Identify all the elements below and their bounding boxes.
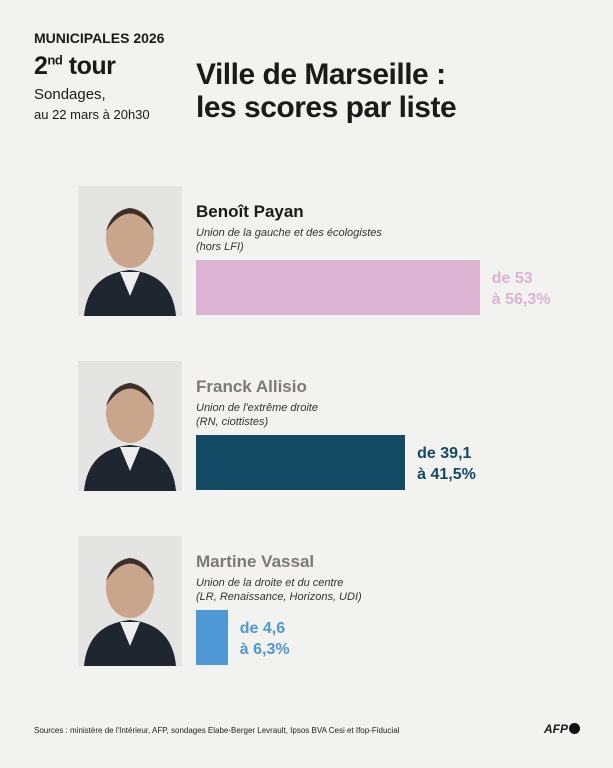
affiliation: Union de l'extrême droite — [196, 402, 318, 414]
value-label: à 56,3% — [491, 291, 551, 308]
sources: Sources : ministère de l'Intérieur, AFP,… — [34, 726, 400, 735]
round-number: 2 — [34, 52, 48, 80]
name: Benoît Payan — [196, 202, 304, 221]
round: 2nd tour — [34, 52, 116, 81]
title-line: Ville de Marseille : — [196, 58, 446, 91]
name: Martine Vassal — [196, 552, 315, 571]
name: Franck Allisio — [196, 377, 307, 396]
logo-dot — [569, 723, 580, 734]
photo — [78, 536, 182, 666]
affiliation: Union de la gauche et des écologistes — [196, 227, 382, 239]
kicker: MUNICIPALES 2026 — [34, 30, 164, 46]
portrait — [84, 558, 176, 666]
round-word: tour — [68, 52, 116, 80]
subtitle: Sondages, — [34, 86, 106, 103]
value-label: à 41,5% — [417, 466, 476, 483]
affiliation: (RN, ciottistes) — [196, 416, 269, 428]
bar — [196, 610, 228, 665]
logo: AFP — [544, 722, 580, 736]
value-label: à 6,3% — [239, 641, 290, 658]
affiliation: (hors LFI) — [196, 241, 244, 253]
value-label: de 39,1 — [417, 445, 472, 462]
title-line: les scores par liste — [196, 91, 457, 124]
photo — [78, 186, 182, 316]
round-sup: nd — [47, 52, 63, 68]
portrait — [84, 383, 176, 491]
date: au 22 mars à 20h30 — [34, 107, 150, 122]
year: 2026 — [133, 30, 165, 46]
photo — [78, 361, 182, 491]
portrait — [84, 208, 176, 316]
kicker-text: MUNICIPALES — [34, 30, 130, 46]
affiliation: Union de la droite et du centre — [196, 577, 344, 589]
title: Ville de Marseille : les scores par liste — [196, 58, 457, 124]
value-label: de 53 — [491, 270, 533, 287]
logo-text: AFP — [544, 722, 568, 736]
affiliation: (LR, Renaissance, Horizons, UDI) — [196, 591, 362, 603]
bar — [196, 435, 406, 490]
bar — [196, 260, 480, 315]
value-label: de 4,6 — [239, 620, 286, 637]
